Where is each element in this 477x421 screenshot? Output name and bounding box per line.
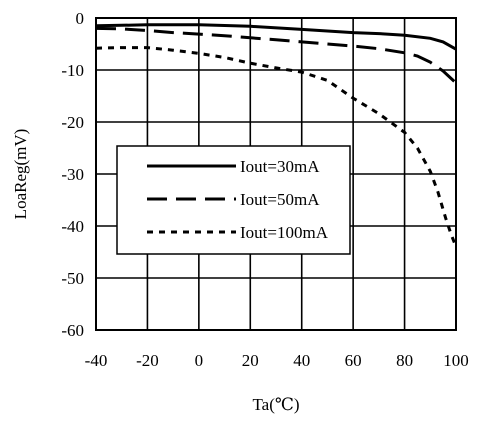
x-axis-title: Ta(℃) xyxy=(252,395,299,414)
x-tick-label: 60 xyxy=(345,351,362,370)
x-tick-label: 0 xyxy=(195,351,204,370)
y-tick-labels: 0 -10 -20 -30 -40 -50 -60 xyxy=(61,9,84,340)
y-axis-title: LoaReg(mV) xyxy=(11,129,30,220)
legend-label-3: Iout=100mA xyxy=(240,223,329,242)
plot-frame xyxy=(95,17,457,331)
y-tick-label: -50 xyxy=(61,269,84,288)
x-tick-labels: -40 -20 0 20 40 60 80 100 xyxy=(85,351,469,370)
x-tick-label: 40 xyxy=(293,351,310,370)
legend-label-2: Iout=50mA xyxy=(240,190,320,209)
y-tick-label: -40 xyxy=(61,217,84,236)
y-tick-label: -30 xyxy=(61,165,84,184)
series-line-2 xyxy=(95,26,458,85)
y-tick-label: -10 xyxy=(61,61,84,80)
x-tick-label: 100 xyxy=(443,351,469,370)
y-tick-label: 0 xyxy=(76,9,85,28)
series-line-3 xyxy=(95,46,458,248)
x-tick-label: 20 xyxy=(242,351,259,370)
series-line-1 xyxy=(95,23,457,51)
x-tick-label: -40 xyxy=(85,351,108,370)
legend-label-1: Iout=30mA xyxy=(240,157,320,176)
x-tick-label: 80 xyxy=(396,351,413,370)
y-tick-label: -20 xyxy=(61,113,84,132)
y-tick-label: -60 xyxy=(61,321,84,340)
series-lines xyxy=(95,23,458,248)
x-tick-label: -20 xyxy=(136,351,159,370)
legend: Iout=30mA Iout=50mA Iout=100mA xyxy=(116,145,351,255)
